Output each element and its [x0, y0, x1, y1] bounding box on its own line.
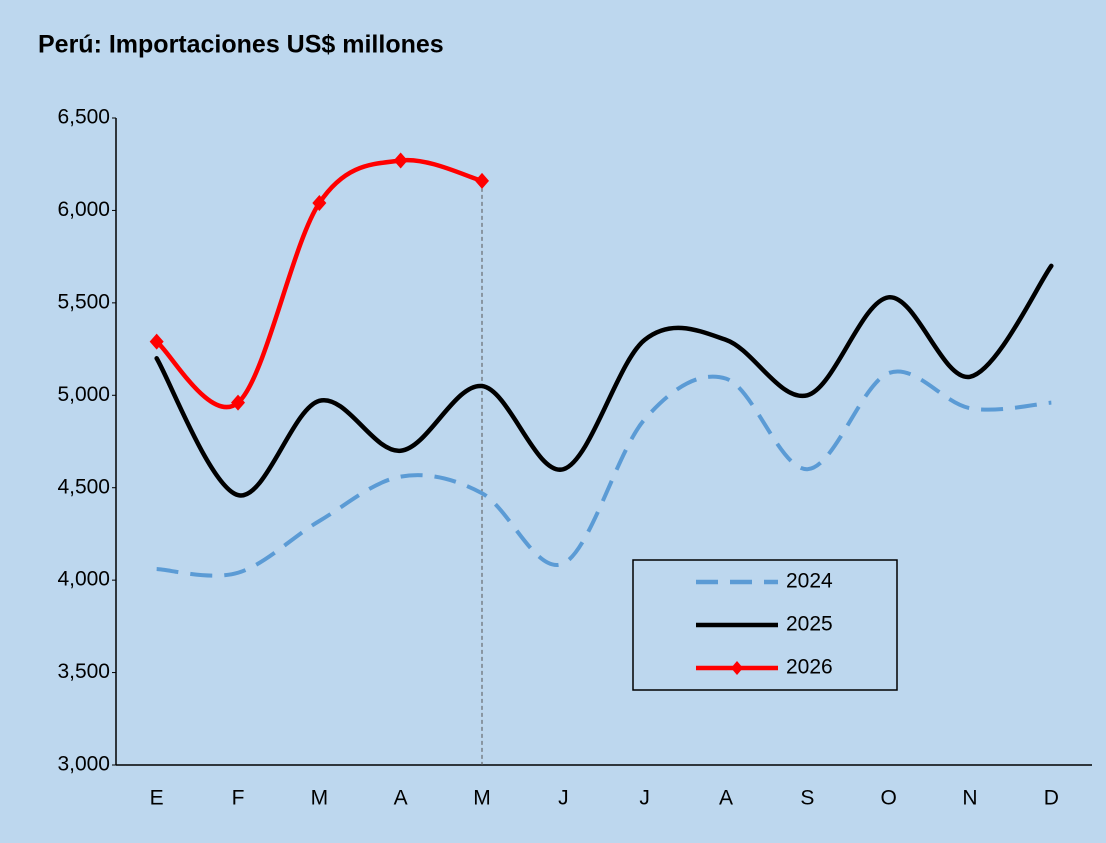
x-tick-label: J	[558, 787, 569, 810]
legend-label: 2025	[786, 613, 833, 636]
y-tick-label: 4,000	[57, 568, 110, 591]
x-tick-label: A	[719, 787, 733, 810]
y-tick-label: 3,500	[57, 660, 110, 683]
marker	[475, 172, 489, 189]
y-tick-label: 5,000	[57, 383, 110, 406]
x-tick-label: N	[962, 787, 977, 810]
x-tick-label: F	[232, 787, 245, 810]
x-tick-label: D	[1044, 787, 1059, 810]
marker	[231, 394, 245, 411]
legend-label: 2026	[786, 656, 833, 679]
y-tick-label: 4,500	[57, 475, 110, 498]
y-tick-label: 5,500	[57, 290, 110, 313]
series-line	[154, 263, 1054, 498]
marker	[393, 152, 408, 169]
y-tick-label: 6,000	[57, 198, 110, 221]
x-tick-label: S	[800, 787, 814, 810]
x-tick-label: M	[311, 787, 329, 810]
x-tick-label: E	[150, 787, 164, 810]
marker	[149, 333, 164, 350]
legend-marker	[731, 661, 743, 675]
y-tick-label: 3,000	[57, 753, 110, 776]
chart-title: Perú: Importaciones US$ millones	[38, 31, 444, 59]
series-line	[154, 157, 485, 410]
x-tick-label: M	[473, 787, 491, 810]
y-tick-label: 6,500	[57, 106, 110, 129]
x-tick-label: J	[639, 787, 650, 810]
legend-label: 2024	[786, 570, 833, 593]
x-tick-label: A	[394, 787, 408, 810]
x-tick-label: O	[880, 787, 896, 810]
marker	[312, 195, 327, 212]
series-line	[156, 369, 1052, 578]
